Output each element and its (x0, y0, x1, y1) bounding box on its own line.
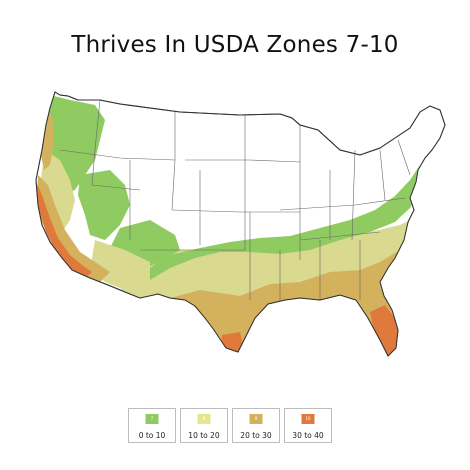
legend-item-zone-8: 8 10 to 20 (180, 408, 228, 443)
map-title: Thrives In USDA Zones 7-10 (71, 32, 399, 58)
legend-item-zone-10: 10 30 to 40 (284, 408, 332, 443)
legend-range: 30 to 40 (292, 431, 324, 440)
legend-range: 10 to 20 (188, 431, 220, 440)
legend-swatch: 10 (301, 414, 315, 424)
legend-item-zone-7: 7 0 to 10 (128, 408, 176, 443)
legend-range: 0 to 10 (138, 431, 166, 440)
legend-item-zone-9: 9 20 to 30 (232, 408, 280, 443)
legend-swatch: 7 (145, 414, 159, 424)
legend-swatch: 8 (197, 414, 211, 424)
us-outline (35, 91, 446, 357)
zone-10-california (36, 182, 92, 278)
legend-range: 20 to 30 (240, 431, 272, 440)
legend-swatch: 9 (249, 414, 263, 424)
zone-8-southwest (90, 240, 150, 290)
zone-10-florida (370, 305, 400, 356)
state-borders (59, 99, 411, 300)
zone-legend: 7 0 to 10 8 10 to 20 9 20 to 30 10 30 to… (128, 408, 332, 443)
